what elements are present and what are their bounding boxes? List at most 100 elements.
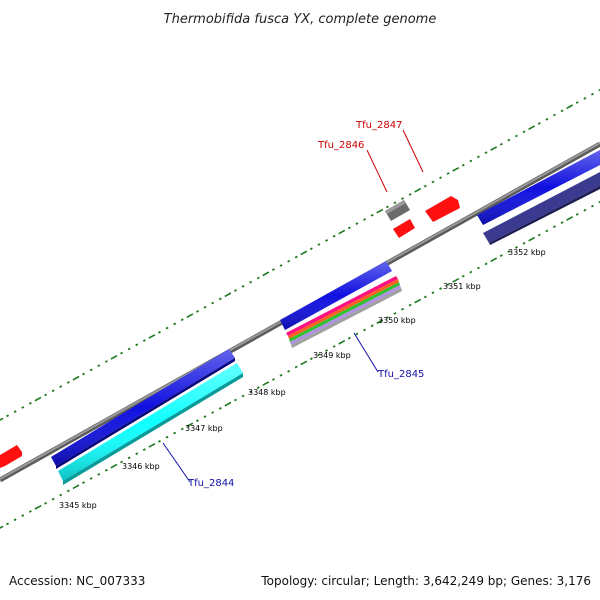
minor-tick [218,407,222,410]
minor-tick [370,324,374,328]
minor-tick [423,295,427,299]
major-tick [566,216,574,221]
minor-tick [332,234,336,238]
minor-tick [13,518,17,522]
minor-tick [294,255,298,259]
minor-tick [233,289,237,292]
major-tick [452,277,460,283]
minor-tick [249,280,253,284]
major-tick [376,319,384,325]
major-tick [148,443,156,448]
major-tick [262,271,270,277]
minor-tick [560,221,564,224]
minor-tick [13,410,17,413]
minor-tick [598,200,600,204]
gene-label-tfu2844[interactable]: Tfu_2844 [187,478,234,489]
minor-tick [598,88,600,92]
minor-tick [287,259,291,263]
map-title: Thermobifida fusca YX, complete genome [164,12,437,27]
accession-text: Accession: NC_007333 [9,574,146,588]
gene-red-tfu2847[interactable] [425,196,460,222]
minor-tick [583,208,587,212]
minor-tick [439,287,443,290]
minor-tick [256,276,260,280]
minor-tick [514,246,518,249]
minor-tick [28,401,32,405]
minor-tick [522,241,526,245]
major-tick [566,104,574,110]
minor-tick [66,489,70,493]
minor-tick [575,101,579,104]
tick-label: 3352 kbp [508,248,546,257]
minor-tick [347,226,351,230]
minor-tick [317,243,321,246]
minor-tick [165,435,169,439]
minor-tick [545,117,549,121]
minor-tick [89,477,93,480]
tick-label: 3350 kbp [378,316,416,325]
minor-tick [560,109,564,113]
gene-multitrack-tfu2845[interactable] [286,276,402,348]
minor-tick [157,440,161,443]
major-tick [186,422,194,428]
minor-tick [256,386,260,390]
minor-tick [180,318,184,322]
minor-tick [393,312,397,315]
minor-tick [401,307,405,311]
major-tick [528,236,536,242]
minor-tick [173,431,177,435]
minor-tick [408,303,412,307]
minor-tick [423,184,427,188]
minor-tick [104,468,108,472]
major-tick [186,313,194,318]
minor-tick [89,368,93,372]
minor-tick [135,452,139,456]
minor-tick [218,297,222,301]
minor-tick [476,155,480,159]
minor-tick [21,406,25,409]
major-tick [224,401,232,407]
minor-tick [552,225,556,229]
minor-tick [127,456,131,460]
major-tick [0,417,4,421]
minor-tick [157,330,161,334]
minor-tick [82,481,86,484]
minor-tick [431,180,435,184]
minor-tick [28,510,32,513]
minor-tick [484,151,488,154]
major-tick [72,484,80,490]
minor-tick [317,353,321,357]
minor-tick [135,343,139,347]
minor-tick [325,239,329,242]
minor-tick [59,493,63,497]
minor-tick [203,415,207,418]
minor-tick [401,197,405,200]
gene-red-left[interactable] [0,445,22,468]
tick-label: 3345 kbp [59,501,97,510]
gene-label-tfu2845[interactable]: Tfu_2845 [377,369,424,380]
minor-tick [44,501,48,505]
minor-tick [385,316,389,319]
minor-tick [461,163,465,167]
minor-tick [195,419,199,423]
gene-red-small[interactable] [393,219,415,238]
tick-label: 3347 kbp [185,424,223,433]
gene-navy-right[interactable] [483,172,600,243]
gene-gray-tfu2846[interactable] [385,200,410,221]
minor-tick [363,218,367,221]
minor-tick [249,390,253,394]
gene-label-tfu2847[interactable]: Tfu_2847 [355,120,402,131]
minor-tick [142,448,146,451]
minor-tick [514,134,518,138]
minor-tick [507,138,511,142]
minor-tick [522,130,526,134]
gene-label-tfu2846[interactable]: Tfu_2846 [317,140,364,151]
major-tick [34,504,42,510]
tick-label: 3351 kbp [443,282,481,291]
tick-labels: 3345 kbp 3346 kbp 3347 kbp 3348 kbp 3349… [59,248,546,510]
major-tick [300,250,308,256]
minor-tick [439,176,443,180]
major-tick [338,339,346,345]
gene-labels: Tfu_2844 Tfu_2845 Tfu_2846 Tfu_2847 [187,120,424,489]
minor-tick [127,347,131,351]
